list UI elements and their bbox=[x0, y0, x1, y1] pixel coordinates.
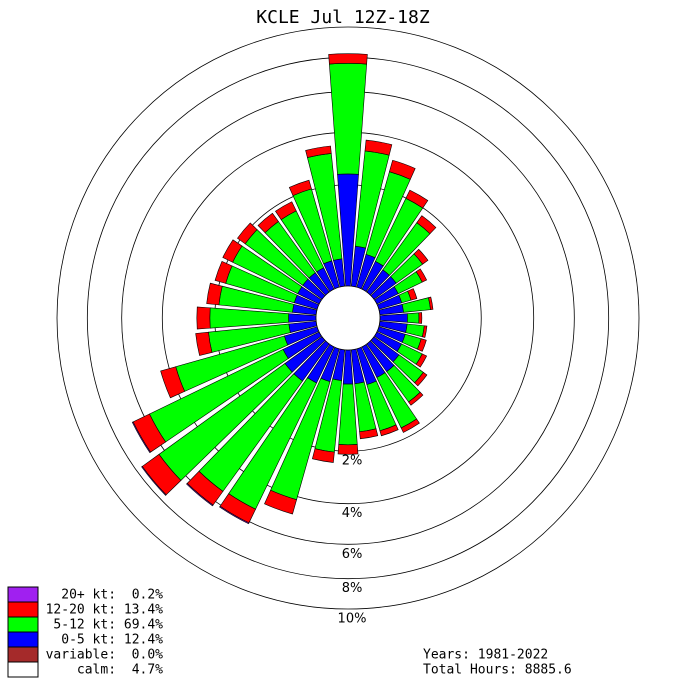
legend-label: 5-12 kt: 69.4% bbox=[53, 618, 163, 633]
bar-segment bbox=[257, 212, 279, 234]
grid-circle bbox=[56, 26, 640, 610]
bar-segment bbox=[342, 349, 354, 385]
bar-segment bbox=[329, 63, 367, 175]
bar-segment bbox=[305, 145, 332, 158]
r-tick-label: 10% bbox=[338, 612, 367, 627]
footer-hours: Total Hours: 8885.6 bbox=[423, 663, 572, 678]
bar-segment bbox=[186, 482, 214, 507]
legend-swatch bbox=[7, 661, 39, 678]
footer-years: Years: 1981-2022 bbox=[423, 648, 548, 663]
legend-swatch bbox=[7, 631, 39, 648]
legend-swatch bbox=[7, 646, 39, 663]
bar-segment bbox=[408, 391, 424, 406]
bar-segment bbox=[131, 421, 151, 454]
bar-segment bbox=[418, 312, 423, 324]
legend-label: 0-5 kt: 12.4% bbox=[61, 633, 163, 648]
bar-segment bbox=[364, 139, 393, 156]
bar-segment bbox=[415, 353, 428, 368]
bar-segment bbox=[141, 465, 167, 496]
chart-title: KCLE Jul 12Z-18Z bbox=[256, 7, 430, 28]
bar-segment bbox=[338, 383, 358, 446]
legend-swatch bbox=[7, 616, 39, 633]
bar-segment bbox=[222, 239, 243, 263]
bar-segment bbox=[405, 189, 429, 209]
bar-segment bbox=[206, 282, 223, 306]
r-tick-label: 8% bbox=[342, 581, 363, 596]
bar-segment bbox=[414, 371, 428, 387]
legend-swatch bbox=[7, 586, 39, 603]
bar-segment bbox=[413, 248, 429, 265]
bar-segment bbox=[417, 338, 427, 352]
bar-segment bbox=[428, 296, 434, 310]
bar-segment bbox=[288, 179, 312, 197]
r-tick-label: 2% bbox=[342, 454, 363, 469]
bar-segment bbox=[407, 288, 418, 301]
bar-segment bbox=[196, 306, 211, 330]
bar-segment bbox=[421, 325, 428, 338]
bar-segment bbox=[400, 418, 420, 433]
bar-segment bbox=[416, 215, 437, 235]
bar-segment bbox=[219, 505, 250, 525]
legend-label: calm: 4.7% bbox=[77, 663, 163, 678]
bar-segment bbox=[214, 260, 233, 284]
legend-swatch bbox=[7, 601, 39, 618]
bar-segment bbox=[264, 489, 297, 515]
legend-label: 12-20 kt: 13.4% bbox=[46, 603, 164, 618]
bar-segment bbox=[359, 428, 379, 440]
bar-segment bbox=[236, 222, 258, 245]
bar-segment bbox=[195, 331, 213, 356]
bar-segment bbox=[328, 53, 368, 65]
bar-segment bbox=[379, 424, 399, 437]
legend-label: variable: 0.0% bbox=[46, 648, 164, 663]
r-tick-label: 4% bbox=[342, 506, 363, 521]
bar-segment bbox=[337, 444, 359, 455]
bar-segment bbox=[379, 313, 408, 323]
bar-segment bbox=[288, 313, 317, 323]
r-tick-label: 6% bbox=[342, 547, 363, 562]
bar-segment bbox=[160, 366, 186, 399]
bar-segment bbox=[389, 159, 416, 180]
bar-segment bbox=[275, 201, 297, 221]
legend-label: 20+ kt: 0.2% bbox=[61, 588, 163, 603]
bar-segment bbox=[406, 312, 420, 324]
bar-segment bbox=[415, 268, 428, 283]
bar-segment bbox=[312, 448, 335, 463]
calm-circle bbox=[315, 285, 381, 351]
